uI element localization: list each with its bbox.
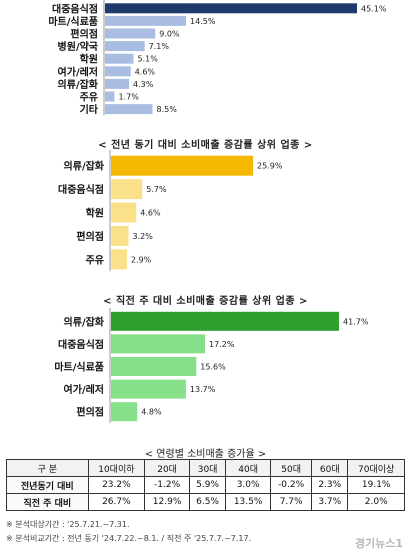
yoy-bar xyxy=(111,179,143,200)
wow-bar xyxy=(111,379,186,399)
table-row: 직전 주 대비 26.7% 12.9% 6.5% 13.5% 7.7% 3.7% 2.0% xyxy=(6,493,405,511)
yoy-value-label: 25.9% xyxy=(257,162,283,171)
share-category-label: 편의점 xyxy=(70,28,98,41)
share-bar xyxy=(105,15,187,26)
wow-category-label: 마트/식료품 xyxy=(54,361,104,374)
share-by-industry-svg: 대중음식점 45.1% 마트/식료품 14.5% 편의점 9.0% 병원/약국 7.1% 학원 5… xyxy=(48,0,387,116)
table-cell: 5.9% xyxy=(189,476,227,494)
wow-value-label: 4.8% xyxy=(141,408,162,417)
share-value-label: 1.7% xyxy=(118,93,139,102)
share-value-label: 8.5% xyxy=(156,105,177,114)
table-cell: -0.2% xyxy=(270,476,313,494)
note-compare-period: ※ 분석비교기간 : 전년 동기 '24.7.22.~8.1. / 직전 주 '… xyxy=(6,534,252,543)
table-row-label: 전년동기 대비 xyxy=(6,476,89,494)
table-header-row: 구 분 10대이하 20대 30대 40대 50대 60대 70대이상 xyxy=(6,459,405,477)
table-cell: 19.1% xyxy=(347,476,405,494)
wow-bar xyxy=(111,311,339,331)
table-column-header: 70대이상 xyxy=(347,459,405,477)
yoy-bar xyxy=(111,155,253,176)
share-category-label: 대중음식점 xyxy=(52,2,98,15)
table-column-header: 50대 xyxy=(270,459,313,477)
share-bar xyxy=(105,28,156,39)
yoy-growth-svg: 의류/잡화 25.9% 대중음식점 5.7% 학원 4.6% 편의점 3.2% 주유 2.9% xyxy=(58,150,283,271)
wow-bar xyxy=(111,334,206,354)
table-cell: 26.7% xyxy=(87,493,146,511)
yoy-value-label: 2.9% xyxy=(131,255,152,264)
share-value-label: 4.3% xyxy=(133,80,154,89)
wow-category-label: 여가/레저 xyxy=(64,383,104,396)
table-row-label: 직전 주 대비 xyxy=(6,493,89,511)
wow-category-label: 편의점 xyxy=(76,406,104,419)
yoy-category-label: 학원 xyxy=(86,207,104,220)
table-column-header: 20대 xyxy=(144,459,191,477)
yoy-category-label: 주유 xyxy=(86,254,104,266)
age-growth-table: 구 분 10대이하 20대 30대 40대 50대 60대 70대이상 전년동기 대비 23.2… xyxy=(6,459,405,511)
table-column-header: 구 분 xyxy=(6,459,89,477)
watermark-logo: 경기뉴스1 xyxy=(354,537,403,550)
wow-chart-title: < 직전 주 대비 소비매출 증감률 상위 업종 > xyxy=(103,296,308,307)
yoy-category-label: 편의점 xyxy=(76,230,104,243)
table-cell: 12.9% xyxy=(144,493,191,511)
share-bar xyxy=(105,53,134,64)
yoy-growth-chart: 의류/잡화 25.9% 대중음식점 5.7% 학원 4.6% 편의점 3.2% 주유 2.9% xyxy=(0,150,411,272)
yoy-category-label: 의류/잡화 xyxy=(64,160,105,173)
wow-value-label: 41.7% xyxy=(343,317,369,326)
table-row: 전년동기 대비 23.2% -1.2% 5.9% 3.0% -0.2% 2.3% 19.1% xyxy=(6,476,405,494)
table-cell: 6.5% xyxy=(189,493,227,511)
yoy-category-label: 대중음식점 xyxy=(58,183,104,196)
share-bar xyxy=(105,78,130,89)
wow-category-label: 의류/잡화 xyxy=(64,315,105,328)
wow-bar xyxy=(111,357,197,376)
share-by-industry-chart: 대중음식점 45.1% 마트/식료품 14.5% 편의점 9.0% 병원/약국 7.1% 학원 5… xyxy=(0,0,411,118)
share-category-label: 기타 xyxy=(80,103,99,116)
share-category-label: 마트/식료품 xyxy=(48,15,98,28)
share-bar xyxy=(105,3,357,14)
table-cell: -1.2% xyxy=(144,476,191,494)
share-category-label: 의류/잡화 xyxy=(58,78,99,91)
wow-value-label: 15.6% xyxy=(200,363,226,372)
share-value-label: 9.0% xyxy=(159,30,180,39)
table-cell: 3.7% xyxy=(311,493,349,511)
wow-bar xyxy=(111,402,138,422)
share-category-label: 학원 xyxy=(80,53,98,66)
share-bar xyxy=(105,66,131,77)
share-value-label: 7.1% xyxy=(149,42,170,51)
table-cell: 13.5% xyxy=(225,493,272,511)
share-bar xyxy=(105,41,145,52)
wow-growth-svg: 의류/잡화 41.7% 대중음식점 17.2% 마트/식료품 15.6% 여가/레저 13.7… xyxy=(54,308,369,423)
share-category-label: 여가/레저 xyxy=(58,65,98,78)
table-cell: 3.0% xyxy=(225,476,272,494)
share-value-label: 4.6% xyxy=(135,67,156,76)
share-bar xyxy=(105,91,115,102)
share-value-label: 45.1% xyxy=(361,4,387,13)
age-table-title: < 연령별 소비매출 증가율 > xyxy=(144,449,267,460)
footnotes: ※ 분석대상기간 : '25.7.21.~7.31. ※ 분석비교기간 : 전년… xyxy=(6,518,251,546)
table-cell: 7.7% xyxy=(270,493,313,511)
table-column-header: 40대 xyxy=(225,459,272,477)
wow-growth-chart: 의류/잡화 41.7% 대중음식점 17.2% 마트/식료품 15.6% 여가/레저 13.7… xyxy=(0,308,411,428)
table-column-header: 60대 xyxy=(311,459,349,477)
yoy-value-label: 3.2% xyxy=(133,232,154,241)
share-value-label: 5.1% xyxy=(137,55,158,64)
share-bar xyxy=(105,104,153,115)
wow-category-label: 대중음식점 xyxy=(58,338,104,351)
share-category-label: 주유 xyxy=(80,92,98,104)
table-cell: 2.3% xyxy=(311,476,349,494)
table-column-header: 30대 xyxy=(189,459,227,477)
yoy-chart-title: < 전년 동기 대비 소비매출 증감률 상위 업종 > xyxy=(98,140,313,151)
table-cell: 23.2% xyxy=(87,476,146,494)
yoy-bar xyxy=(111,202,137,223)
yoy-value-label: 5.7% xyxy=(146,185,167,194)
table-column-header: 10대이하 xyxy=(87,459,146,477)
yoy-bar xyxy=(111,249,127,270)
table-cell: 2.0% xyxy=(347,493,405,511)
yoy-value-label: 4.6% xyxy=(140,209,161,218)
share-value-label: 14.5% xyxy=(190,17,216,26)
yoy-bar xyxy=(111,225,129,246)
note-period: ※ 분석대상기간 : '25.7.21.~7.31. xyxy=(6,520,130,529)
wow-value-label: 17.2% xyxy=(209,340,235,349)
share-category-label: 병원/약국 xyxy=(58,40,98,53)
wow-value-label: 13.7% xyxy=(190,385,216,394)
